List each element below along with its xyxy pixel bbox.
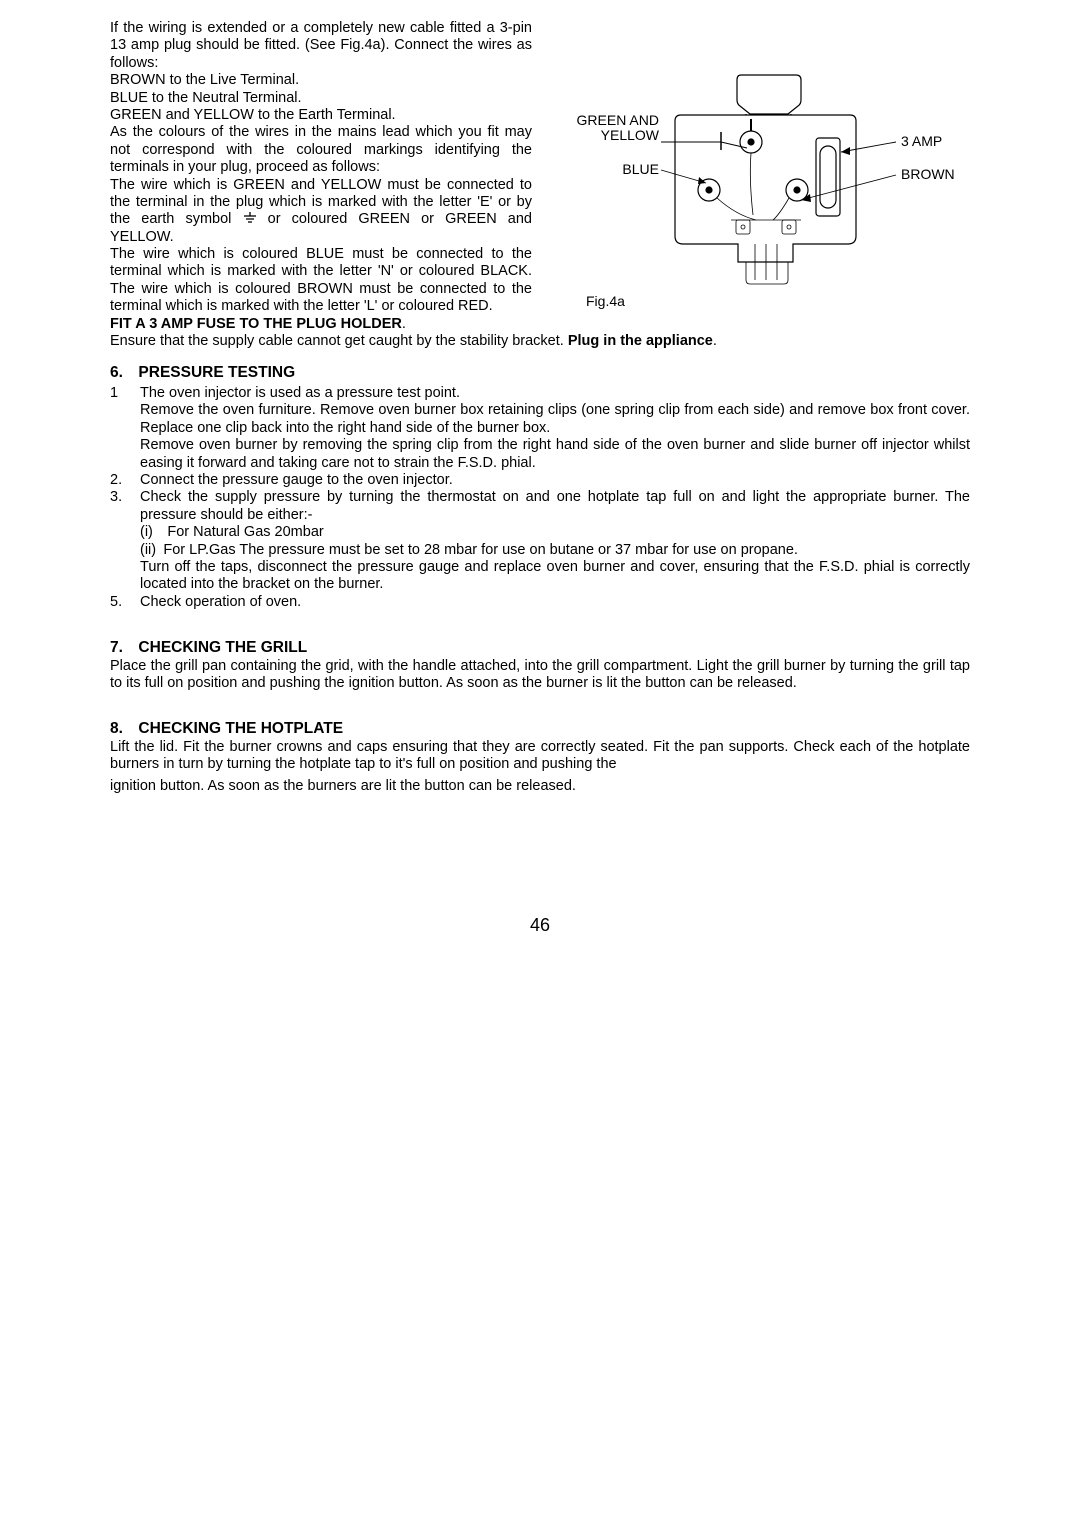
section-7-p: Place the grill pan containing the grid,… [110,658,970,693]
earth-symbol-icon [243,212,257,225]
intro-ensure-b: Plug in the appliance [568,333,713,349]
section-8-head: 8. CHECKING THE HOTPLATE [110,720,970,739]
page-number: 46 [110,915,970,937]
section-8-p2: ignition button. As soon as the burners … [110,778,970,795]
intro-ensure: Ensure that the supply cable cannot get … [110,333,970,350]
page-content: If the wiring is extended or a completel… [110,20,970,937]
label-blue: BLUE [622,161,659,177]
s6-i3b: (i) For Natural Gas 20mbar [140,524,970,541]
s6-i1b: Remove the oven furniture. Remove oven b… [140,402,970,437]
s6-i5: Check operation of oven. [140,594,970,611]
s6-i1-num: 1 [110,385,140,472]
fit-label: FIT A 3 AMP FUSE TO THE PLUG HOLDER [110,316,402,332]
intro-p4: The wire which is coloured BLUE must be … [110,246,532,316]
s6-i3c: (ii) For LP.Gas The pressure must be set… [140,542,970,559]
section-6-head: 6. PRESSURE TESTING [110,364,970,383]
s6-i2: Connect the pressure gauge to the oven i… [140,472,970,489]
figure-caption: Fig.4a [586,293,625,309]
s6-i5-num: 5. [110,594,140,611]
label-green-yellow-a: GREEN AND [577,112,659,128]
intro-p2: As the colours of the wires in the mains… [110,124,532,176]
plug-diagram-icon: GREEN AND YELLOW BLUE 3 AMP BROWN Fig.4a [541,70,971,330]
label-3amp: 3 AMP [901,133,942,149]
intro-p1: If the wiring is extended or a completel… [110,20,532,72]
section-7-head: 7. CHECKING THE GRILL [110,639,970,658]
intro-ensure-a: Ensure that the supply cable cannot get … [110,333,568,349]
label-brown: BROWN [901,166,955,182]
s6-i3-num: 3. [110,489,140,593]
label-green-yellow-b: YELLOW [601,127,660,143]
s6-i3d: Turn off the taps, disconnect the pressu… [140,559,970,594]
s6-i2-num: 2. [110,472,140,489]
section-6-list: 1 The oven injector is used as a pressur… [110,385,970,611]
intro-p3: The wire which is GREEN and YELLOW must … [110,177,532,247]
s6-i3a: Check the supply pressure by turning the… [140,489,970,524]
s6-i1c: Remove oven burner by removing the sprin… [140,437,970,472]
plug-wiring-figure: GREEN AND YELLOW BLUE 3 AMP BROWN Fig.4a [541,70,971,330]
s6-i1a: The oven injector is used as a pressure … [140,385,970,402]
section-8-p1: Lift the lid. Fit the burner crowns and … [110,739,970,774]
